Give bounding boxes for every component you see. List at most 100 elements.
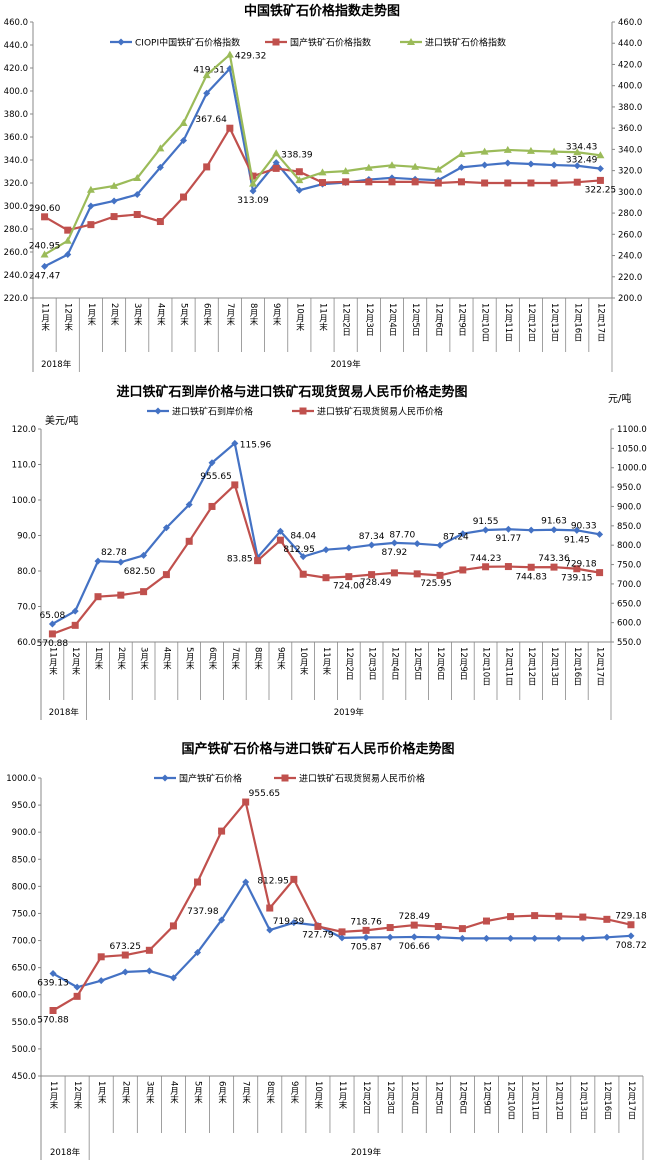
data-label: 247.47 xyxy=(29,271,61,281)
data-point xyxy=(504,525,512,533)
y2-tick-label: 650.0 xyxy=(617,599,641,609)
x-tick-label: 12月13日 xyxy=(578,1081,588,1121)
data-point xyxy=(179,118,188,126)
data-label: 90.33 xyxy=(571,521,597,531)
x-tick-label: 12月12日 xyxy=(554,1081,564,1121)
data-point xyxy=(231,439,239,447)
data-point xyxy=(411,178,419,186)
x-tick-label: 12月末 xyxy=(70,647,80,676)
y-tick-label: 240.0 xyxy=(4,271,28,281)
data-label: 91.63 xyxy=(541,517,567,527)
y2-tick-label: 800.0 xyxy=(617,541,641,551)
data-label: 718.76 xyxy=(350,917,382,927)
x-tick-label: 12月2日 xyxy=(361,1081,371,1115)
data-label: 728.49 xyxy=(360,578,392,588)
data-point xyxy=(40,250,49,258)
y-tick-label: 400.0 xyxy=(4,87,28,97)
series-line xyxy=(44,52,601,256)
data-label: 570.88 xyxy=(37,1016,69,1026)
data-point xyxy=(276,536,284,544)
x-tick-label: 12月13日 xyxy=(549,647,559,687)
data-point xyxy=(436,541,444,549)
y-tick-label: 550.0 xyxy=(12,1018,36,1028)
data-point xyxy=(341,167,350,175)
data-point xyxy=(290,875,298,883)
x-tick-label: 8月末 xyxy=(265,1081,275,1104)
data-label: 744.83 xyxy=(515,572,547,582)
data-point xyxy=(203,163,211,171)
x-tick-label: 1月末 xyxy=(86,303,96,326)
data-point xyxy=(121,968,129,976)
data-point xyxy=(526,146,535,154)
x-tick-label: 1月末 xyxy=(93,647,103,670)
y-tick-label: 100.0 xyxy=(12,496,36,506)
data-point xyxy=(503,145,512,153)
data-point xyxy=(527,526,535,534)
series-line xyxy=(52,482,600,635)
data-point xyxy=(156,218,164,226)
year-label: 2018年 xyxy=(41,359,72,370)
data-point xyxy=(507,934,515,942)
legend-label: 进口铁矿石现货贸易人民币价格 xyxy=(317,406,443,418)
data-label: 812.95 xyxy=(257,876,289,886)
y2-tick-label: 1000.0 xyxy=(617,464,647,474)
data-point xyxy=(434,165,443,173)
x-tick-label: 11月末 xyxy=(48,1081,58,1110)
x-tick-label: 10月末 xyxy=(294,303,304,332)
y-tick-label: 110.0 xyxy=(12,461,36,471)
legend-item: 进口铁矿石价格指数 xyxy=(400,37,506,49)
x-tick-label: 3月末 xyxy=(139,647,149,670)
x-tick-label: 8月末 xyxy=(248,303,258,326)
x-tick-label: 12月12日 xyxy=(526,303,536,343)
data-point xyxy=(63,236,72,244)
data-label: 115.96 xyxy=(240,440,272,450)
x-tick-label: 11月末 xyxy=(318,303,328,332)
x-tick-label: 12月末 xyxy=(72,1081,82,1110)
data-point xyxy=(550,147,559,155)
data-label: 955.65 xyxy=(200,472,232,482)
data-point xyxy=(276,527,284,535)
x-tick-label: 5月末 xyxy=(184,647,194,670)
x-tick-label: 12月17日 xyxy=(626,1081,636,1121)
data-point xyxy=(145,946,153,954)
legend-item: 进口铁矿石现货贸易人民币价格 xyxy=(292,406,443,418)
y-axis-unit-right: 元/吨 xyxy=(608,392,631,405)
legend-label: 国产铁矿石价格指数 xyxy=(290,37,371,49)
data-point xyxy=(225,50,234,58)
y2-tick-label: 1100.0 xyxy=(617,425,647,435)
x-tick-label: 9月末 xyxy=(275,647,285,670)
x-tick-label: 12月6日 xyxy=(435,647,445,681)
data-point xyxy=(555,934,563,942)
data-label: 87.70 xyxy=(389,531,415,541)
x-tick-label: 12月5日 xyxy=(433,1081,443,1115)
data-point xyxy=(627,932,635,940)
x-tick-label: 2月末 xyxy=(109,303,119,326)
y-tick-label: 220.0 xyxy=(4,294,28,304)
data-point xyxy=(457,178,465,186)
legend-item: 进口铁矿石现货贸易人民币价格 xyxy=(274,773,425,785)
data-label: 812.95 xyxy=(283,545,315,555)
legend-item: CIOPI中国铁矿石价格指数 xyxy=(110,37,240,49)
data-point xyxy=(458,934,466,942)
data-point xyxy=(596,530,604,538)
x-tick-label: 12月2日 xyxy=(341,303,351,337)
year-label: 2018年 xyxy=(50,1147,81,1158)
data-label: 727.79 xyxy=(302,930,334,940)
data-label: 91.77 xyxy=(496,534,522,544)
x-tick-label: 3月末 xyxy=(132,303,142,326)
data-point xyxy=(596,569,604,577)
data-point xyxy=(208,502,216,510)
data-point xyxy=(73,983,81,991)
data-label: 367.64 xyxy=(195,115,227,125)
data-point xyxy=(458,925,466,933)
x-tick-label: 7月末 xyxy=(230,647,240,670)
data-point xyxy=(48,620,56,628)
data-point xyxy=(117,558,125,566)
series-1: 639.13 737.98 719.39 727.79 705.87 706.66 708.… xyxy=(37,878,647,991)
data-point xyxy=(411,162,420,170)
data-point xyxy=(162,571,170,579)
legend-marker xyxy=(299,407,307,415)
data-point xyxy=(290,919,298,927)
data-point xyxy=(319,179,326,187)
